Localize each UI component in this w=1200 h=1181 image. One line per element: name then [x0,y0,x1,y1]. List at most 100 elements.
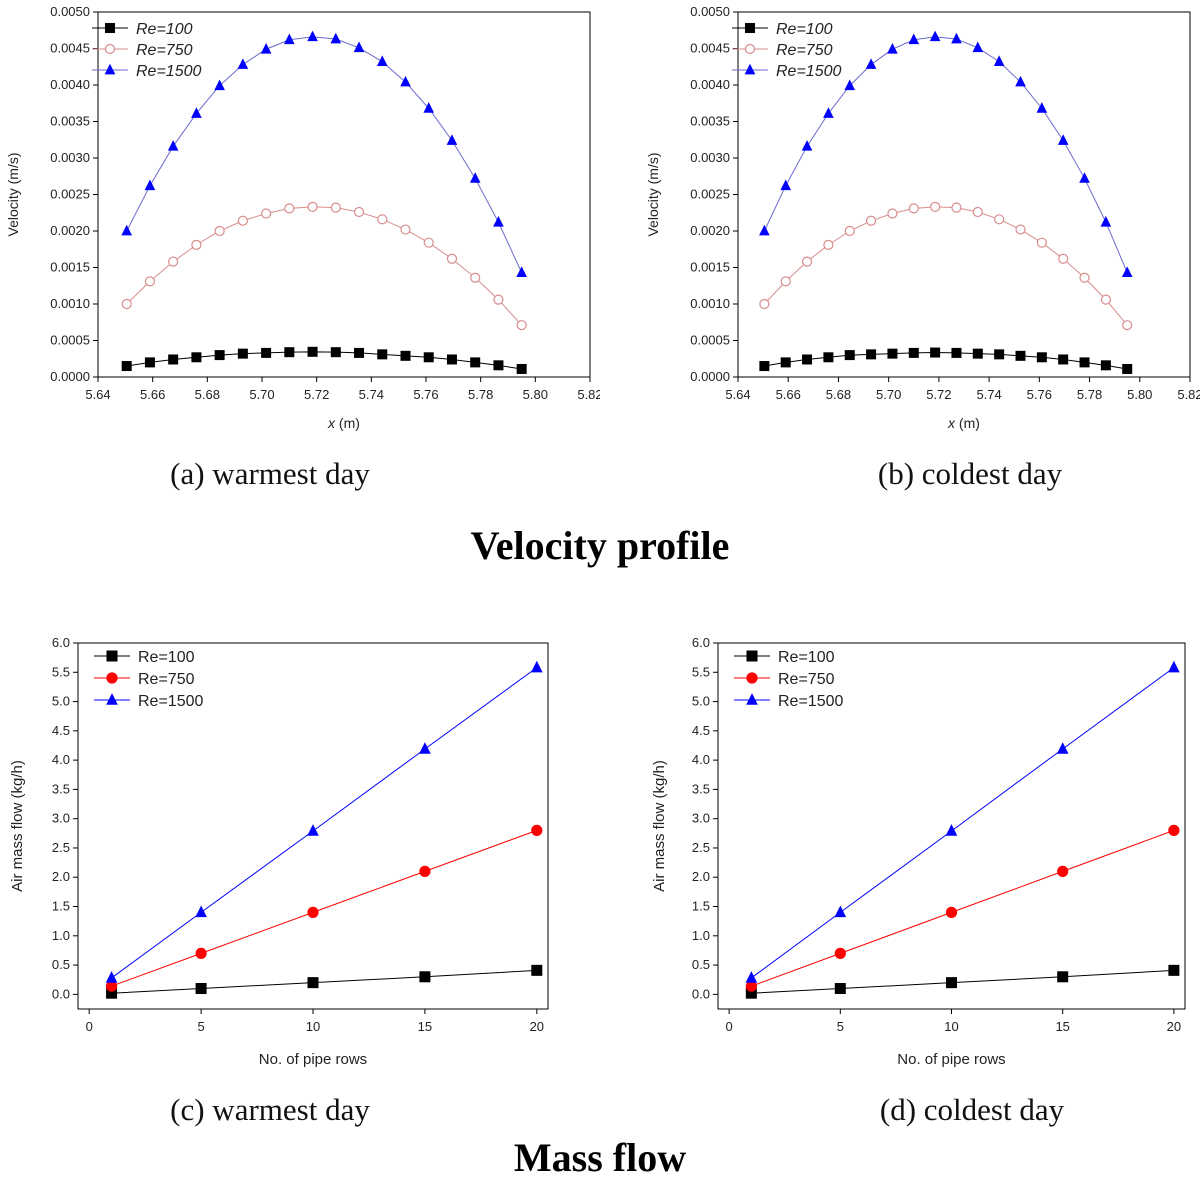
data-point-re-750 [531,824,543,836]
data-point-re-1500 [237,58,249,69]
legend-label: Re=750 [136,42,193,59]
y-tick-label: 0.0045 [690,41,730,56]
y-tick-label: 3.5 [692,781,710,796]
data-point-re-1500 [834,905,847,918]
chart-d-massflow-coldest: 0 5 10 15 20 0.0 0.5 1.0 1.5 2.0 2.5 3.0 3.5 4.0 4.5 5.… [651,635,1186,1068]
chart-b-velocity-coldest: 5.64 5.66 5.68 5.70 5.72 5.74 5.76 5.78 5.80 5.82… [645,4,1200,431]
y-tick-label: 0.0050 [50,4,90,19]
data-point-re-100 [423,352,434,363]
velocity-section-title: Velocity profile [470,523,730,568]
data-point-re-1500 [121,224,133,236]
y-tick-label: 6.0 [52,635,70,650]
legend-label: Re=100 [778,649,835,666]
y-tick-label: 0.0020 [50,223,90,238]
data-point-re-1500 [1036,102,1048,113]
data-point-re-750 [214,225,225,237]
caption-b: (b) coldest day [877,456,1063,491]
y-tick-label: 0.0030 [50,150,90,165]
data-point-re-100 [802,354,813,365]
legend-label: Re=750 [776,42,833,59]
data-point-re-100 [307,346,318,357]
y-tick-label: 0.5 [52,957,70,972]
series-line-re-100 [126,351,522,370]
data-point-re-1500 [195,905,207,918]
y-tick-label: 0.0040 [690,77,730,92]
y-axis-label: Air mass flow (kg/h) [651,760,668,892]
data-point-re-1500 [1056,742,1069,754]
y-tick-label: 3.0 [52,811,70,826]
y-tick-label: 2.5 [692,840,710,855]
data-point-re-750 [493,294,504,305]
data-point-re-750 [195,947,207,959]
data-point-re-100 [446,354,457,365]
data-point-re-100 [195,983,207,995]
data-point-re-1500 [951,32,962,44]
y-tick-label: 0.0035 [50,114,90,129]
data-point-re-100 [144,357,155,368]
legend-marker [745,23,755,33]
data-point-re-750 [353,206,365,218]
x-tick-label: 5 [197,1019,204,1034]
y-tick-label: 0.0025 [50,187,90,202]
data-point-re-1500 [972,41,984,53]
legend-label: Re=1500 [138,693,203,710]
data-point-re-1500 [400,75,411,87]
x-tick-label: 10 [944,1019,958,1034]
series-line-re-100 [764,352,1128,370]
data-point-re-1500 [993,55,1005,66]
series-line-re-1500 [763,36,1128,273]
chart-c-panel: 0 5 10 15 20 0.0 0.5 1.0 1.5 2.0 2.5 3.0 3.5 4.0 4.5 5.… [0,620,600,1080]
data-point-re-1500 [844,79,856,91]
data-point-re-100 [844,350,855,361]
data-point-re-750 [237,215,248,226]
data-point-re-100 [866,349,877,360]
x-tick-label: 5.76 [1027,387,1052,402]
data-point-re-1500 [1057,134,1069,145]
legend-label: Re=750 [778,671,835,688]
data-point-re-750 [144,276,156,287]
data-point-re-1500 [307,824,319,836]
x-tick-label: 5.66 [776,387,801,402]
data-point-re-100 [946,977,957,989]
y-tick-label: 0.0000 [690,369,730,384]
data-point-re-750 [1168,824,1180,836]
y-tick-label: 0.0050 [690,4,730,19]
series-line-re-750 [764,206,1128,326]
y-tick-label: 1.5 [52,899,70,914]
data-point-re-1500 [865,58,877,69]
data-point-re-750 [844,225,855,237]
y-tick-label: 0.0030 [690,150,730,165]
data-point-re-750 [168,256,179,267]
data-point-re-100 [1036,352,1047,363]
y-tick-label: 2.5 [52,840,70,855]
data-point-re-1500 [167,140,179,151]
data-point-re-100 [237,348,248,359]
data-point-re-750 [284,203,295,214]
data-point-re-750 [780,276,791,287]
data-point-re-1500 [908,33,920,45]
data-point-re-750 [930,201,941,213]
x-tick-label: 5.76 [413,387,438,402]
y-tick-label: 4.5 [692,723,710,738]
data-point-re-750 [419,865,431,877]
x-tick-label: 0 [86,1019,93,1034]
data-point-re-100 [470,357,481,368]
legend-marker [104,63,116,75]
caption-c: (c) warmest day [170,1092,370,1127]
y-tick-label: 0.0015 [50,260,90,275]
x-tick-label: 20 [1167,1019,1181,1034]
data-point-re-100 [1100,360,1111,371]
y-tick-label: 0.0 [52,986,70,1001]
legend-marker [746,693,758,705]
data-point-re-750 [330,202,341,213]
data-point-re-750 [759,298,770,310]
data-point-re-100 [354,347,365,358]
data-point-re-100 [493,360,504,371]
data-point-re-100 [307,977,319,989]
data-point-re-1500 [929,30,941,42]
x-axis-label: x (m) [327,415,360,431]
data-point-re-1500 [1015,75,1026,87]
data-point-re-1500 [1079,172,1090,183]
y-tick-label: 2.0 [692,869,710,884]
x-tick-label: 5.78 [468,387,493,402]
